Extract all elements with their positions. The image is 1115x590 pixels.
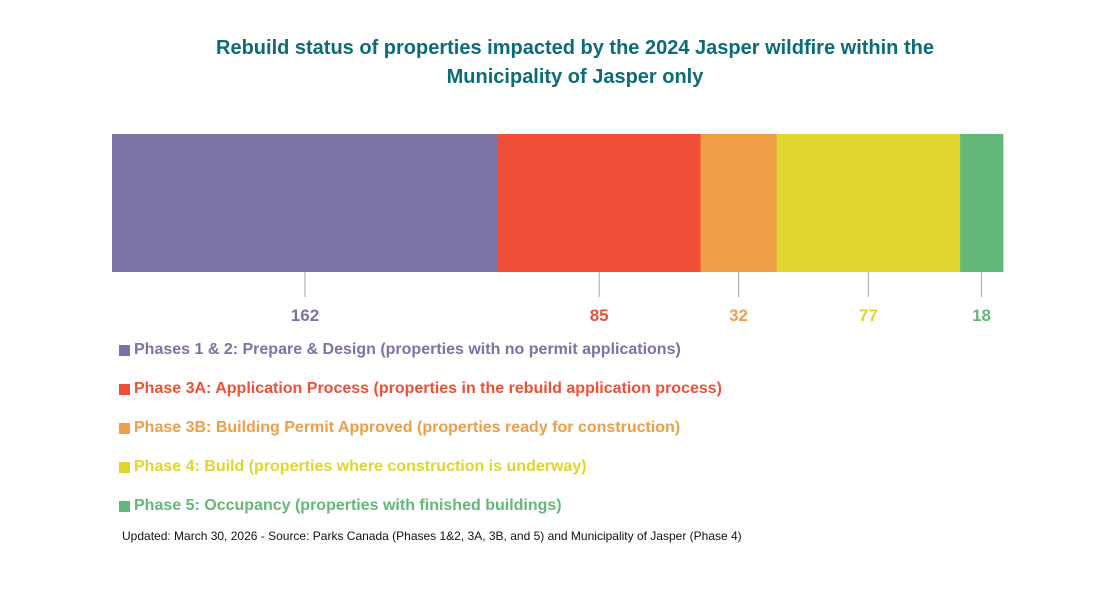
legend-label-4: Phase 4: Build (properties where constru… bbox=[134, 458, 587, 475]
bar-segment-1 bbox=[112, 134, 499, 272]
data-label-5: 18 bbox=[972, 306, 991, 325]
chart-legend: Phases 1 & 2: Prepare & Design (properti… bbox=[119, 339, 722, 534]
legend-swatch-3 bbox=[119, 423, 130, 434]
footnote: Updated: March 30, 2026 - Source: Parks … bbox=[122, 529, 742, 543]
legend-item-5: Phase 5: Occupancy (properties with fini… bbox=[119, 495, 722, 534]
chart-title: Rebuild status of properties impacted by… bbox=[0, 34, 1115, 92]
legend-label-1: Phases 1 & 2: Prepare & Design (properti… bbox=[134, 341, 681, 358]
legend-swatch-2 bbox=[119, 384, 130, 395]
data-label-3: 32 bbox=[729, 306, 748, 325]
legend-swatch-5 bbox=[119, 501, 130, 512]
data-label-1: 162 bbox=[291, 306, 319, 325]
bar-segment-5 bbox=[960, 134, 1004, 272]
data-label-4: 77 bbox=[859, 306, 878, 325]
legend-swatch-4 bbox=[119, 462, 130, 473]
chart-title-line-1: Rebuild status of properties impacted by… bbox=[216, 37, 934, 59]
chart-title-line-2: Municipality of Jasper only bbox=[446, 66, 704, 88]
legend-label-3: Phase 3B: Building Permit Approved (prop… bbox=[134, 419, 681, 436]
bar-segment-3 bbox=[700, 134, 778, 272]
stacked-bar-chart: 162 85 32 77 18 bbox=[112, 134, 1004, 325]
bar-segment-2 bbox=[497, 134, 701, 272]
legend-item-3: Phase 3B: Building Permit Approved (prop… bbox=[119, 417, 722, 456]
legend-item-1: Phases 1 & 2: Prepare & Design (properti… bbox=[119, 339, 722, 378]
legend-swatch-1 bbox=[119, 345, 130, 356]
legend-label-2: Phase 3A: Application Process (propertie… bbox=[134, 380, 722, 397]
legend-item-4: Phase 4: Build (properties where constru… bbox=[119, 456, 722, 495]
data-label-2: 85 bbox=[590, 306, 609, 325]
legend-label-5: Phase 5: Occupancy (properties with fini… bbox=[134, 497, 562, 514]
bar-segment-4 bbox=[776, 134, 961, 272]
legend-item-2: Phase 3A: Application Process (propertie… bbox=[119, 378, 722, 417]
